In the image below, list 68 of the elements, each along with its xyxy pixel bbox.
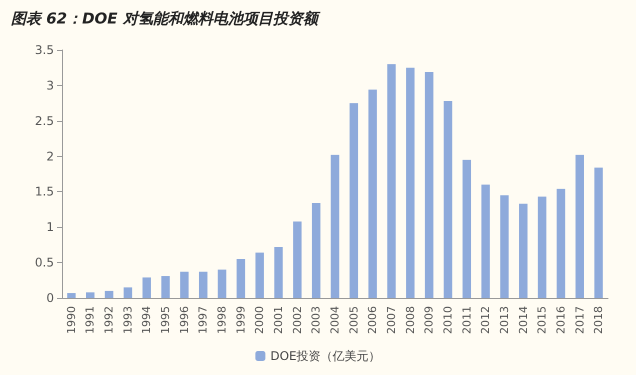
x-tick-label: 1992 (102, 306, 116, 334)
y-tick-label: 2.5 (34, 114, 54, 128)
bar (500, 195, 509, 298)
x-tick-label: 1995 (159, 306, 172, 334)
bar (368, 90, 377, 298)
x-tick-label: 2017 (573, 306, 586, 334)
x-tick-label: 2010 (441, 306, 454, 334)
x-tick-label: 2018 (592, 306, 606, 334)
bar (218, 270, 226, 298)
bar (538, 196, 546, 298)
y-tick-label: 2 (46, 149, 54, 164)
bar (444, 101, 452, 298)
y-tick-label: 1 (46, 220, 54, 234)
x-tick-label: 2003 (310, 306, 323, 334)
x-tick-label: 2007 (384, 306, 398, 334)
bar (387, 64, 396, 298)
x-tick-label: 2008 (404, 306, 417, 334)
y-tick-label: 0 (46, 291, 54, 305)
bar (424, 72, 434, 298)
x-tick-label: 2002 (290, 306, 304, 334)
x-tick-label: 1998 (216, 306, 229, 334)
x-tick-label: 1990 (64, 306, 78, 334)
x-tick-label: 2006 (366, 306, 380, 334)
legend-label: DOE投资（亿美元） (270, 349, 381, 363)
x-tick-label: 2013 (498, 306, 511, 334)
chart-title: 图表 62：DOE 对氢能和燃料电池项目投资额 (11, 10, 321, 28)
bar (481, 184, 490, 298)
y-tick-label: 1.5 (34, 184, 54, 199)
bar (180, 272, 189, 298)
x-tick-label: 2001 (272, 306, 286, 334)
bar (86, 292, 94, 298)
bar (350, 103, 358, 298)
y-tick-label: 3 (46, 78, 54, 92)
x-tick-label: 2009 (422, 306, 436, 334)
bar (462, 160, 472, 298)
y-tick-label: 0.5 (34, 256, 54, 270)
x-tick-label: 1996 (178, 306, 191, 334)
bar (519, 204, 528, 298)
bar (556, 188, 566, 298)
x-tick-label: 1994 (140, 306, 154, 334)
bar (312, 203, 320, 298)
bar (124, 287, 132, 298)
x-tick-label: 2012 (479, 306, 492, 334)
y-tick-label: 3.5 (34, 43, 54, 57)
x-tick-label: 2005 (347, 306, 360, 334)
bar (236, 259, 246, 298)
bar (255, 252, 264, 298)
x-tick-label: 1997 (196, 306, 210, 334)
x-tick-label: 1991 (84, 306, 97, 334)
bar (142, 277, 151, 298)
bar (576, 154, 584, 298)
x-tick-label: 2016 (554, 306, 568, 334)
x-tick-label: 2015 (536, 306, 549, 334)
x-tick-label: 2004 (328, 306, 342, 334)
bar (104, 290, 114, 298)
x-tick-label: 1999 (234, 306, 248, 334)
bar (198, 272, 208, 298)
bar (274, 246, 283, 298)
bar (67, 293, 76, 298)
bar (594, 168, 603, 298)
x-tick-label: 2011 (460, 306, 474, 334)
x-tick-label: 2014 (516, 306, 530, 334)
bar (293, 221, 302, 298)
bar (161, 276, 170, 298)
x-tick-label: 1993 (121, 306, 134, 334)
x-tick-label: 2000 (253, 306, 266, 334)
bar (406, 68, 415, 298)
bar (330, 154, 340, 298)
